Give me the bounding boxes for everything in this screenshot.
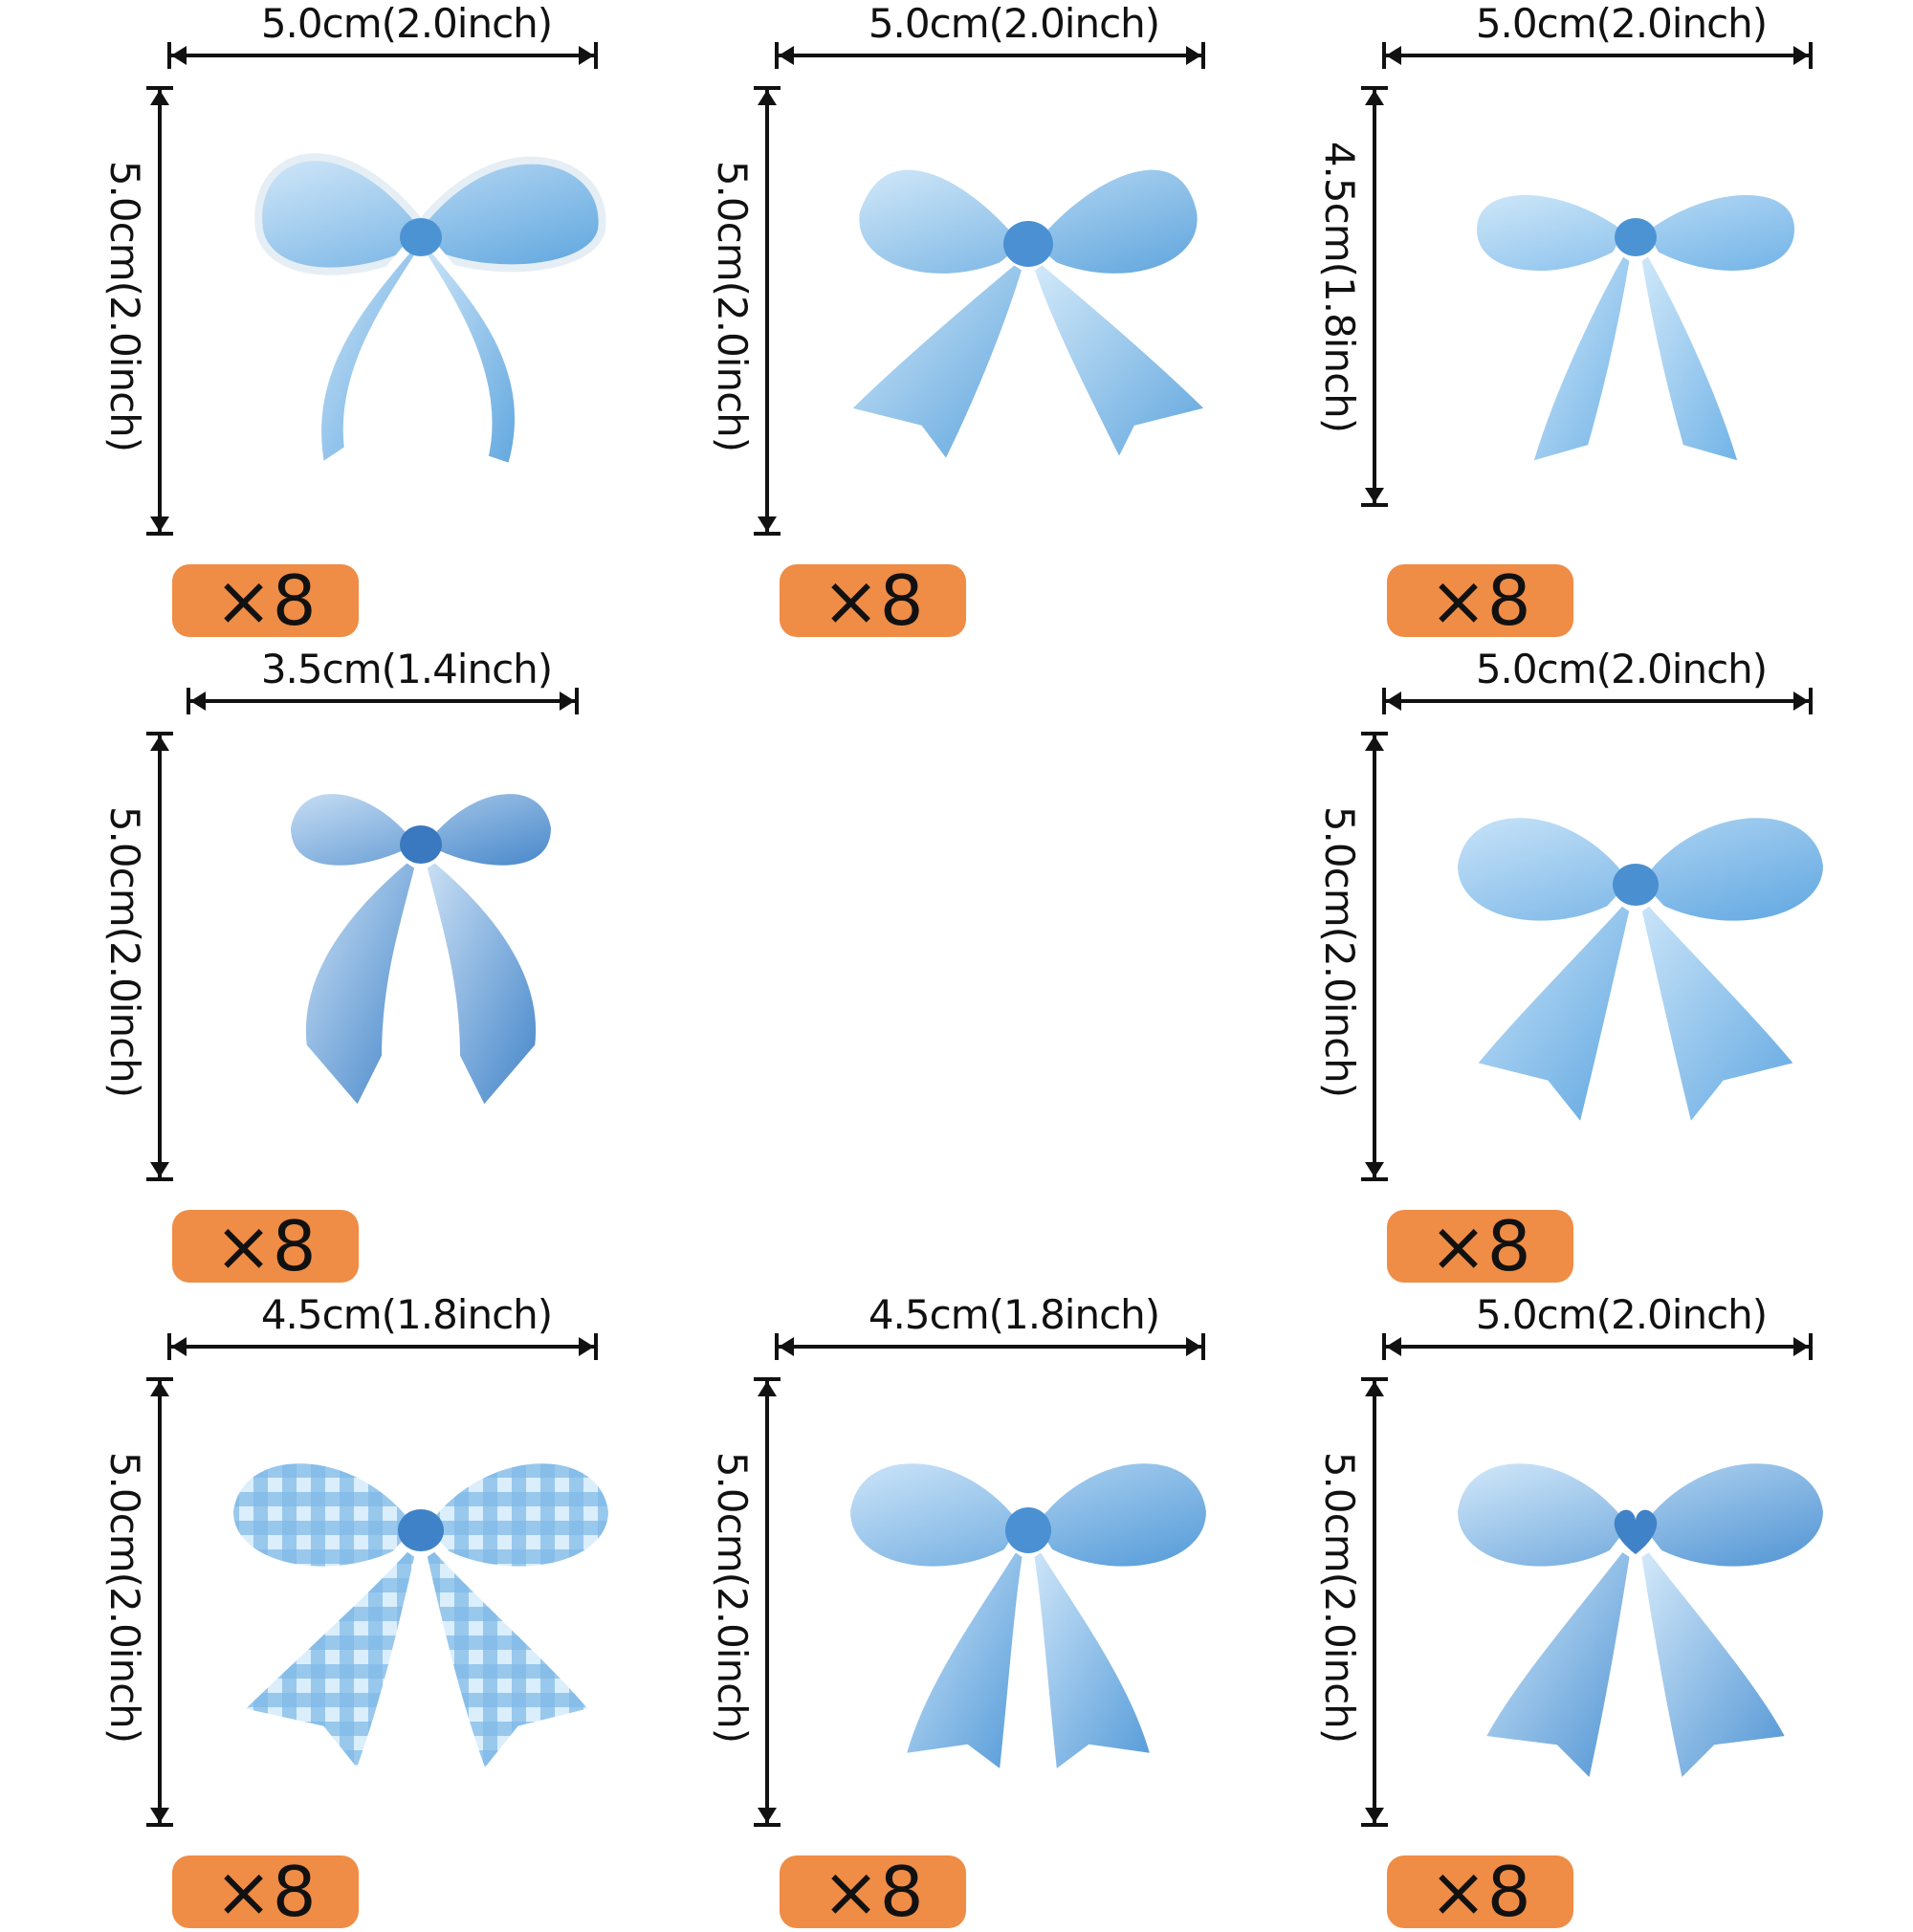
height-label: 5.0cm(2.0inch)	[101, 160, 148, 452]
width-label: 5.0cm(2.0inch)	[1475, 646, 1768, 692]
height-label: 5.0cm(2.0inch)	[709, 1451, 756, 1744]
bow-sticker-image	[830, 152, 1226, 482]
sticker-cell-simple-bow: 5.0cm(2.0inch) 4.5cm(1.8inch) ×8	[1316, 0, 1913, 641]
sticker-cell-watercolor-bow: 5.0cm(2.0inch) 5.0cm(2.0inch) ×8	[709, 0, 1310, 641]
height-dimension-arrow	[146, 86, 173, 536]
quantity-badge: ×8	[172, 1206, 359, 1286]
height-label: 4.5cm(1.8inch)	[1316, 141, 1363, 433]
width-dimension-arrow	[1382, 688, 1813, 714]
width-dimension-arrow	[1382, 42, 1813, 69]
bow-sticker-image	[1440, 1446, 1841, 1800]
quantity-badge: ×8	[780, 1852, 966, 1932]
height-label: 5.0cm(2.0inch)	[709, 160, 756, 452]
sticker-cell-stitched-bow: 4.5cm(1.8inch) 5.0cm(2.0inch) ×8	[709, 1291, 1310, 1932]
height-dimension-arrow	[1361, 732, 1388, 1181]
sticker-cell-ruffled-bow: 3.5cm(1.4inch) 5.0cm(2.0inch) ×8	[101, 646, 703, 1286]
height-label: 5.0cm(2.0inch)	[1316, 1451, 1363, 1744]
width-dimension-arrow	[775, 42, 1205, 69]
sticker-cell-gingham-bow: 4.5cm(1.8inch) 5.0cm(2.0inch) ×8	[101, 1291, 703, 1932]
width-label: 5.0cm(2.0inch)	[1475, 1291, 1768, 1338]
height-dimension-arrow	[146, 1377, 173, 1827]
quantity-badge: ×8	[1387, 1206, 1573, 1286]
sticker-cell-heart-bow: 5.0cm(2.0inch) 5.0cm(2.0inch) ×8	[1316, 1291, 1913, 1932]
bow-sticker-image	[1440, 801, 1841, 1147]
height-label: 5.0cm(2.0inch)	[101, 805, 148, 1098]
bow-sticker-image	[215, 1446, 627, 1790]
quantity-badge: ×8	[1387, 560, 1573, 641]
width-label: 5.0cm(2.0inch)	[1475, 0, 1768, 47]
width-dimension-arrow	[167, 42, 598, 69]
width-label: 4.5cm(1.8inch)	[868, 1291, 1160, 1338]
width-label: 4.5cm(1.8inch)	[260, 1291, 553, 1338]
quantity-badge: ×8	[1387, 1852, 1573, 1932]
width-dimension-arrow	[775, 1333, 1205, 1360]
bow-sticker-image	[254, 153, 606, 477]
height-label: 5.0cm(2.0inch)	[101, 1451, 148, 1744]
bow-sticker-image	[832, 1446, 1224, 1790]
bow-sticker-image	[273, 777, 569, 1125]
quantity-badge: ×8	[172, 560, 359, 641]
width-dimension-arrow	[187, 688, 579, 714]
height-dimension-arrow	[146, 732, 173, 1181]
sticker-cell-ribbon-loop-bow: 5.0cm(2.0inch) 5.0cm(2.0inch) ×8	[101, 0, 703, 641]
width-label: 5.0cm(2.0inch)	[260, 0, 553, 47]
quantity-badge: ×8	[780, 560, 966, 641]
height-dimension-arrow	[754, 86, 781, 536]
width-label: 5.0cm(2.0inch)	[868, 0, 1160, 47]
height-dimension-arrow	[754, 1377, 781, 1827]
sticker-cell-striped-bow: 5.0cm(2.0inch) 5.0cm(2.0inch) ×8	[1316, 646, 1913, 1286]
quantity-badge: ×8	[172, 1852, 359, 1932]
height-label: 5.0cm(2.0inch)	[1316, 805, 1363, 1098]
width-dimension-arrow	[167, 1333, 598, 1360]
height-dimension-arrow	[1361, 86, 1388, 507]
width-label: 3.5cm(1.4inch)	[260, 646, 553, 692]
height-dimension-arrow	[1361, 1377, 1388, 1827]
width-dimension-arrow	[1382, 1333, 1813, 1360]
bow-sticker-image	[1459, 178, 1813, 477]
